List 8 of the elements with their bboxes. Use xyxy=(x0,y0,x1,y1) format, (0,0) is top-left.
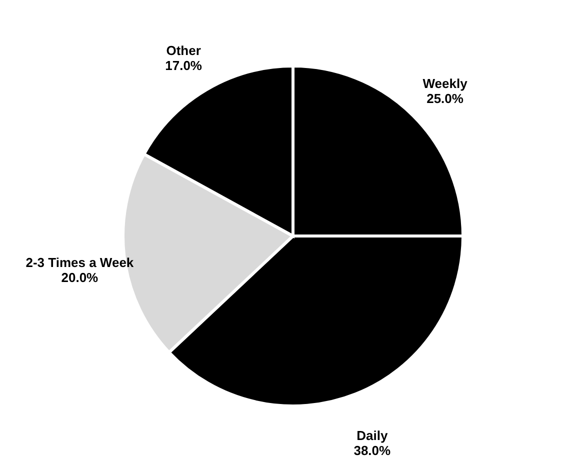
data-label: 17.0% xyxy=(165,58,202,73)
data-label: 25.0% xyxy=(426,90,464,106)
slice-label: Weekly xyxy=(422,76,468,91)
data-label: 20.0% xyxy=(61,270,99,285)
data-label: 38.0% xyxy=(354,442,392,458)
slice-label: Daily xyxy=(356,428,388,443)
slice-label: 2-3 Times a Week xyxy=(26,254,134,270)
slice-label: Other xyxy=(166,42,201,58)
